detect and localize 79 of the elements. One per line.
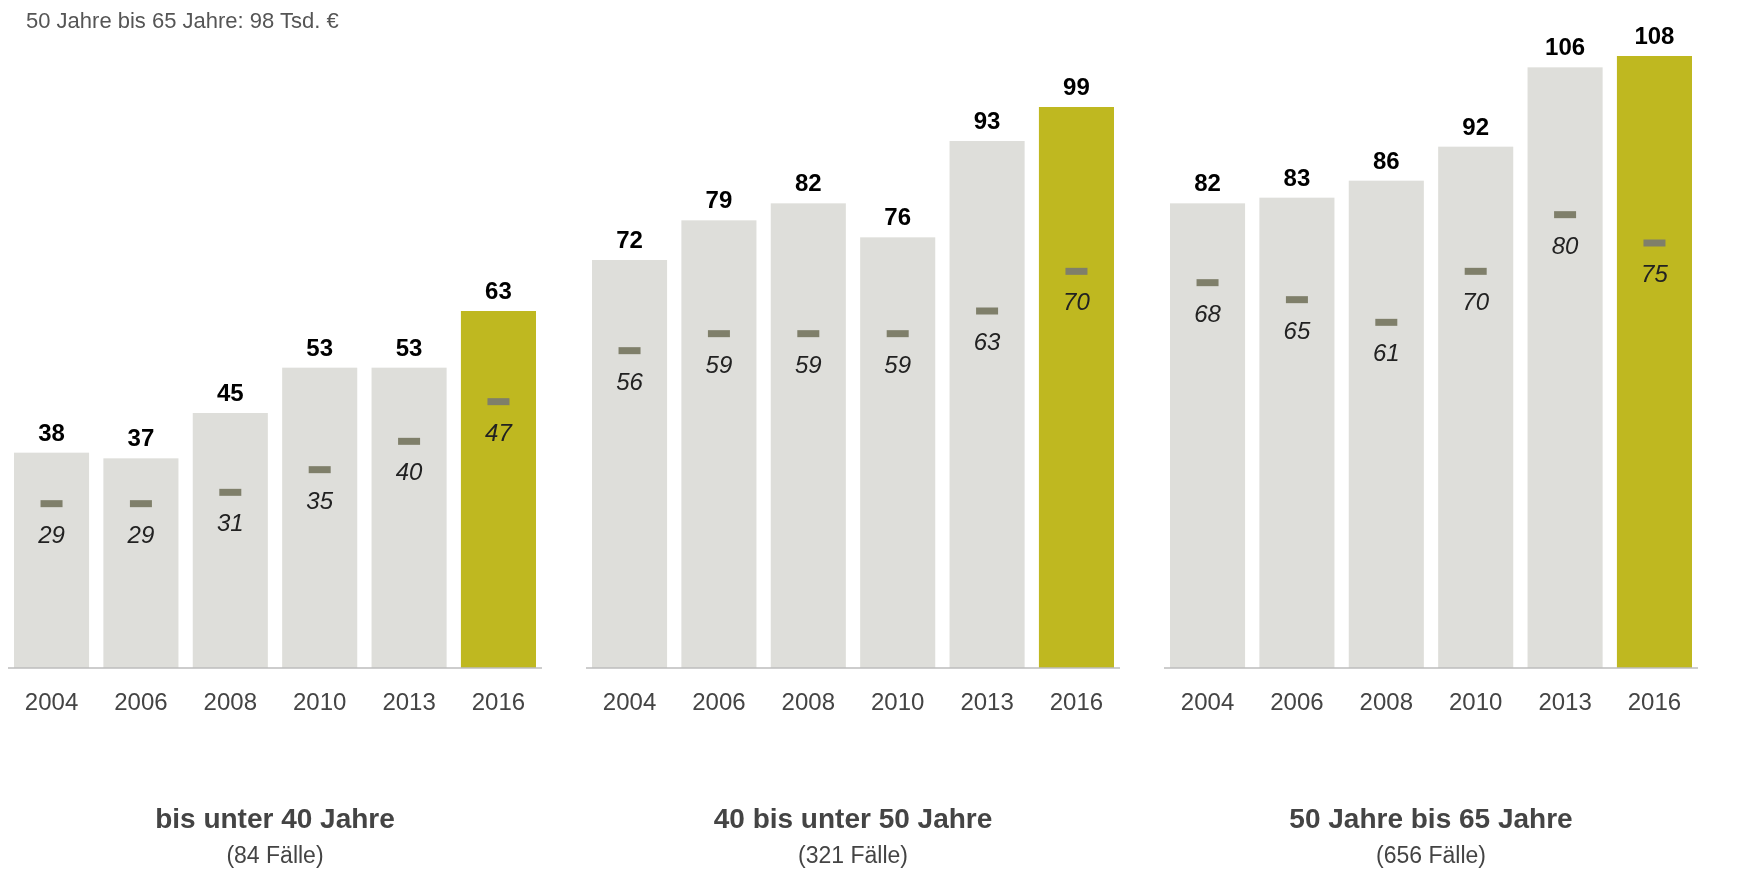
data-label: 80 bbox=[1551, 231, 1580, 259]
text: (321 Fälle) bbox=[798, 842, 908, 868]
data-label: 93 bbox=[973, 107, 1001, 134]
data-label: 45 bbox=[216, 379, 244, 406]
x-tick-label: 2008 bbox=[781, 688, 835, 715]
data-label: 59 bbox=[884, 350, 912, 378]
data-label: 83 bbox=[1283, 163, 1311, 191]
text: bis unter 40 Jahre bbox=[155, 803, 395, 834]
x-tick-label: 2008 bbox=[203, 688, 257, 715]
data-label: 38 bbox=[38, 418, 65, 446]
bar bbox=[14, 452, 90, 668]
data-label: 70 bbox=[1063, 288, 1091, 316]
data-label: 59 bbox=[794, 350, 822, 378]
x-tick-label: 2004 bbox=[1180, 688, 1235, 715]
bar bbox=[770, 203, 846, 668]
data-label: 61 bbox=[1372, 339, 1400, 367]
bar bbox=[681, 220, 757, 668]
bar bbox=[192, 413, 268, 668]
data-label: 35 bbox=[306, 486, 334, 514]
x-tick-label: 2016 bbox=[1049, 688, 1104, 715]
data-label: 76 bbox=[884, 203, 912, 231]
bar bbox=[371, 367, 447, 668]
x-tick-label: 2006 bbox=[692, 688, 746, 715]
bar bbox=[860, 237, 936, 668]
data-label: 92 bbox=[1462, 112, 1490, 140]
x-tick-label: 2016 bbox=[1627, 688, 1682, 715]
bar bbox=[1527, 67, 1603, 668]
data-label: 82 bbox=[1194, 169, 1221, 197]
bar bbox=[282, 367, 358, 668]
bar bbox=[1170, 203, 1246, 668]
data-label: 31 bbox=[216, 509, 244, 537]
text: (84 Fälle) bbox=[226, 842, 324, 868]
data-label: 65 bbox=[1283, 316, 1311, 344]
x-tick-label: 2006 bbox=[114, 688, 168, 715]
text: 50 Jahre bis 65 Jahre: 98 Tsd. € bbox=[26, 8, 339, 33]
data-label: 99 bbox=[1063, 73, 1090, 100]
bar bbox=[1438, 146, 1514, 668]
x-tick-label: 2004 bbox=[24, 688, 79, 715]
data-label: 68 bbox=[1194, 299, 1222, 327]
data-label: 40 bbox=[395, 458, 424, 486]
text: 50 Jahre bis 65 Jahre bbox=[1289, 803, 1573, 834]
data-label: 53 bbox=[306, 333, 334, 361]
data-label: 37 bbox=[127, 424, 155, 452]
data-label: 56 bbox=[616, 367, 644, 395]
x-tick-label: 2016 bbox=[471, 688, 526, 715]
bar bbox=[1348, 180, 1424, 668]
data-label: 106 bbox=[1545, 33, 1586, 61]
data-label: 79 bbox=[705, 186, 733, 214]
x-tick-label: 2010 bbox=[1449, 688, 1503, 715]
data-label: 75 bbox=[1641, 260, 1669, 287]
x-tick-label: 2013 bbox=[382, 688, 436, 715]
data-label: 63 bbox=[973, 328, 1002, 355]
data-label: 29 bbox=[37, 520, 65, 548]
data-label: 86 bbox=[1372, 146, 1400, 174]
data-label: 63 bbox=[485, 277, 512, 304]
x-tick-label: 2010 bbox=[293, 688, 347, 715]
bar bbox=[1616, 56, 1692, 668]
bar bbox=[1259, 197, 1335, 668]
bar bbox=[103, 458, 179, 668]
x-tick-label: 2008 bbox=[1359, 688, 1413, 715]
bar bbox=[592, 260, 668, 668]
x-tick-label: 2006 bbox=[1270, 688, 1324, 715]
x-tick-label: 2013 bbox=[1538, 688, 1592, 715]
data-label: 47 bbox=[485, 418, 514, 446]
x-tick-label: 2010 bbox=[871, 688, 925, 715]
data-label: 59 bbox=[705, 350, 733, 378]
data-label: 70 bbox=[1462, 288, 1490, 316]
bar bbox=[1038, 107, 1114, 668]
bar bbox=[949, 141, 1025, 668]
text: 40 bis unter 50 Jahre bbox=[713, 803, 993, 834]
text: (656 Fälle) bbox=[1376, 842, 1486, 868]
data-label: 72 bbox=[616, 226, 643, 253]
data-label: 53 bbox=[395, 333, 423, 361]
data-label: 108 bbox=[1634, 22, 1675, 49]
data-label: 82 bbox=[794, 169, 822, 197]
data-label: 29 bbox=[126, 520, 155, 548]
x-tick-label: 2004 bbox=[602, 688, 657, 715]
x-tick-label: 2013 bbox=[960, 688, 1014, 715]
bar bbox=[460, 311, 536, 668]
